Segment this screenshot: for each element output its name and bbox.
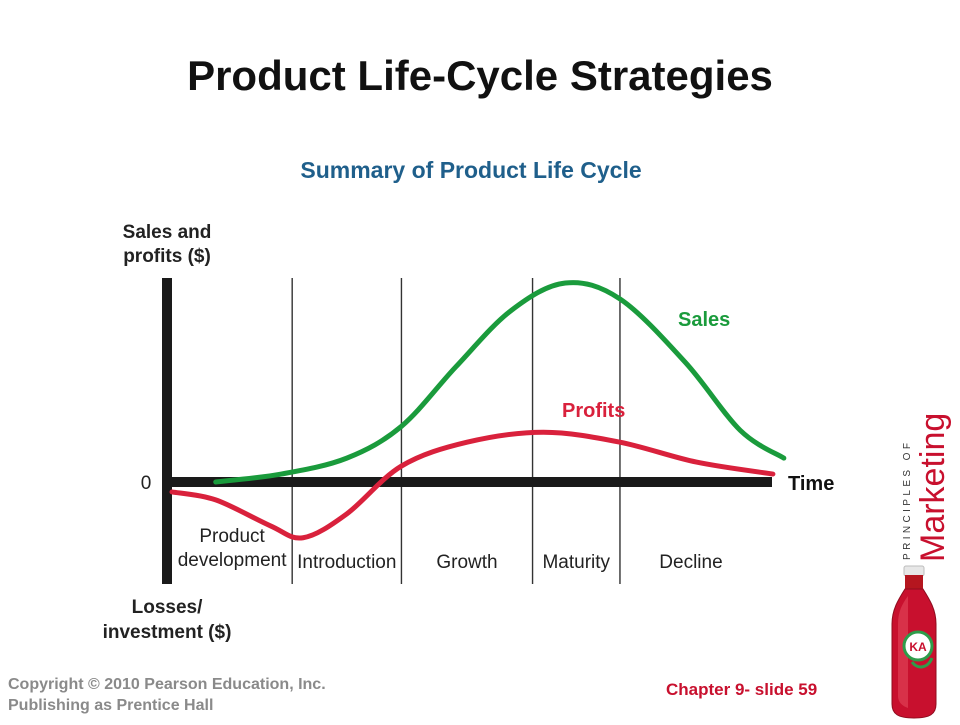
series-label-sales: Sales (678, 309, 730, 331)
x-axis-label: Time (788, 473, 834, 495)
y-label-bottom-line1: Losses/ (132, 597, 203, 618)
bottle-label: KA (909, 640, 927, 654)
stage-label-4: Maturity (542, 552, 610, 573)
brand-logo: PRINCIPLES OF Marketing KA (888, 400, 960, 720)
y-label-bottom-line2: investment ($) (103, 622, 232, 643)
zero-label: 0 (141, 473, 152, 494)
series-label-profits: Profits (562, 400, 625, 422)
y-label-top-line2: profits ($) (123, 246, 211, 267)
y-label-top-line1: Sales and (123, 222, 212, 243)
copyright: Copyright © 2010 Pearson Education, Inc.… (8, 674, 326, 716)
stage-dividers (291, 278, 621, 584)
slide-title: Product Life-Cycle Strategies (187, 52, 773, 99)
brand-line1: PRINCIPLES OF (902, 440, 913, 560)
brand-line2: Marketing (914, 413, 952, 562)
chart-title: Summary of Product Life Cycle (300, 157, 641, 183)
series-group: Sales Profits (169, 280, 787, 541)
stage-label-3: Growth (436, 552, 497, 573)
stage-label-2: Introduction (297, 552, 396, 573)
copyright-line1: Copyright © 2010 Pearson Education, Inc. (8, 676, 326, 693)
bottle-icon: PRINCIPLES OF Marketing KA (891, 413, 952, 719)
stage-label-5: Decline (659, 552, 722, 573)
copyright-line2: Publishing as Prentice Hall (8, 697, 214, 714)
bottle-shape: KA (891, 565, 937, 719)
slide-number: Chapter 9- slide 59 (666, 680, 818, 699)
series-line-sales (213, 280, 787, 485)
stage-labels: Product development Introduction Growth Matu… (178, 526, 723, 573)
stage-label-1: Product development (178, 526, 288, 571)
series-line-profits (169, 429, 776, 541)
